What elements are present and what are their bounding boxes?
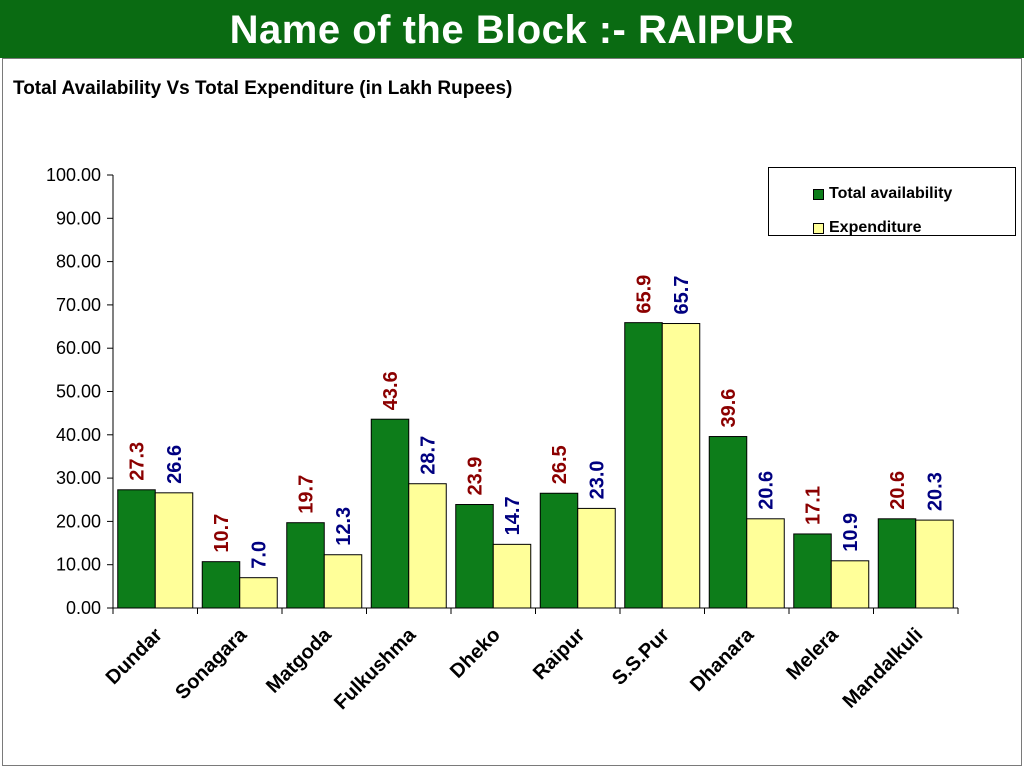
legend-label-availability: Total availability [829,185,953,202]
x-tick-label: Fulkushma [330,623,421,714]
data-label-expenditure: 12.3 [333,507,355,546]
data-label-availability: 65.9 [634,275,656,314]
x-tick-label: S.S.Pur [608,624,674,690]
y-tick-label: 50.00 [56,382,101,402]
y-tick-label: 60.00 [56,338,101,358]
data-label-availability: 17.1 [803,486,825,525]
x-tick-label: Melera [782,623,843,684]
bar-availability [539,492,579,609]
bar-expenditure [492,543,532,609]
y-tick-label: 100.00 [46,165,101,185]
data-label-expenditure: 20.3 [925,472,947,511]
y-tick-label: 20.00 [56,511,101,531]
legend-item-expenditure: Expenditure [813,218,921,238]
bar-availability [877,518,917,609]
data-label-availability: 19.7 [296,475,318,514]
bar-expenditure [830,560,870,609]
legend-swatch-availability [813,188,824,200]
y-tick-label: 70.00 [56,295,101,315]
bar-availability [708,436,748,609]
y-tick-label: 30.00 [56,468,101,488]
bar-availability [117,489,156,609]
data-label-expenditure: 14.7 [502,496,524,535]
bar-availability [455,504,494,609]
data-label-expenditure: 10.9 [840,513,862,552]
y-tick-label: 10.00 [56,555,101,575]
x-tick-label: Raipur [529,624,589,684]
bar-chart: 0.00 10.00 20.00 30.00 40.00 50.00 60.00 70.00 8… [46,165,959,714]
data-label-availability: 43.6 [380,371,402,410]
bar-expenditure [323,554,363,609]
x-tick-label: Dhanara [686,623,759,696]
bar-availability [370,418,410,609]
chart-legend: Total availability Expenditure [768,167,1016,236]
data-label-availability: 10.7 [211,514,233,553]
data-label-availability: 23.9 [465,457,487,496]
data-label-expenditure: 7.0 [249,541,271,569]
data-label-availability: 27.3 [127,442,149,481]
bar-availability [201,561,241,609]
y-tick-label: 80.00 [56,252,101,272]
bar-expenditure [661,323,701,609]
data-label-expenditure: 26.6 [164,445,186,484]
bar-expenditure [408,483,447,609]
bar-expenditure [915,519,954,609]
legend-label-expenditure: Expenditure [829,219,922,236]
x-tick-label: Dundar [102,624,167,689]
bar-expenditure [239,577,278,609]
bar-expenditure [154,492,194,609]
y-tick-label: 0.00 [66,598,101,618]
chart-area: 0.00 10.00 20.00 30.00 40.00 50.00 60.00 70.00 8… [2,58,1022,766]
bar-expenditure [746,518,785,609]
bar-availability [624,322,663,609]
data-label-expenditure: 28.7 [418,436,440,475]
bar-expenditure [577,507,616,609]
data-label-availability: 26.5 [549,445,571,484]
y-tick-label: 40.00 [56,425,101,445]
data-label-availability: 20.6 [887,471,909,510]
bar-availability [286,522,325,609]
x-tick-label: Mandalkuli [839,624,928,713]
x-tick-label: Sonagara [171,623,252,704]
page-title: Name of the Block :- RAIPUR [0,0,1024,58]
chart-title: Total Availability Vs Total Expenditure … [13,78,513,99]
legend-swatch-expenditure [813,222,824,234]
data-label-expenditure: 65.7 [671,276,693,315]
legend-item-availability: Total availability [813,184,952,204]
y-tick-label: 90.00 [56,208,101,228]
bar-availability [793,533,832,609]
data-label-expenditure: 23.0 [587,460,609,499]
x-tick-label: Matgoda [262,623,336,697]
x-tick-label: Dheko [446,624,505,683]
data-label-availability: 39.6 [718,389,740,428]
data-label-expenditure: 20.6 [756,471,778,510]
